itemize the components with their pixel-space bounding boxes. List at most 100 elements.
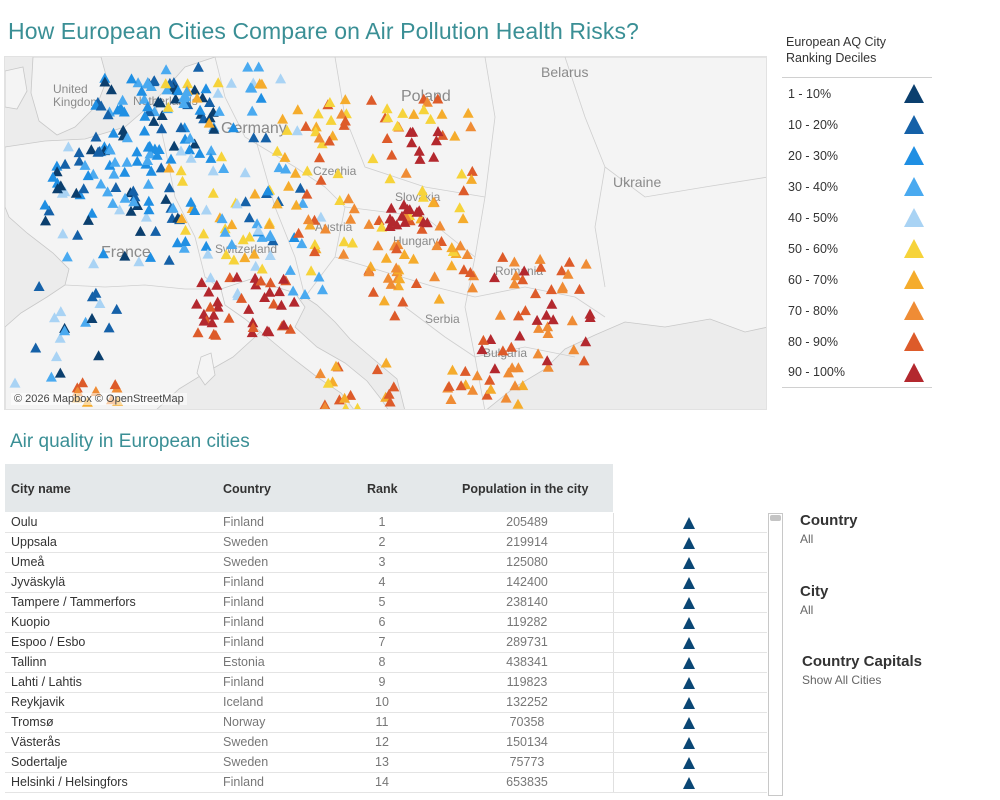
table-row[interactable]: Uppsala Sweden 2 219914: [5, 533, 767, 553]
city-marker-triangle[interactable]: [105, 84, 117, 95]
city-marker-triangle[interactable]: [185, 152, 197, 163]
map-attribution[interactable]: © 2026 Mapbox © OpenStreetMap: [11, 393, 187, 405]
city-marker-triangle[interactable]: [243, 212, 255, 223]
city-marker-triangle[interactable]: [334, 195, 346, 205]
city-marker-triangle[interactable]: [465, 121, 477, 132]
city-marker-triangle[interactable]: [163, 162, 175, 173]
city-marker-triangle[interactable]: [86, 313, 98, 323]
city-marker-triangle[interactable]: [408, 108, 420, 119]
city-marker-triangle[interactable]: [447, 364, 458, 375]
city-marker-triangle[interactable]: [512, 398, 524, 409]
city-marker-triangle[interactable]: [449, 130, 461, 141]
city-marker-triangle[interactable]: [436, 108, 448, 119]
city-marker-triangle[interactable]: [95, 178, 107, 189]
city-marker-triangle[interactable]: [153, 144, 165, 154]
city-marker-triangle[interactable]: [182, 78, 194, 89]
city-marker-triangle[interactable]: [489, 363, 501, 374]
city-marker-triangle[interactable]: [114, 204, 126, 215]
header-city-name[interactable]: City name: [11, 482, 71, 496]
city-marker-triangle[interactable]: [86, 207, 98, 218]
city-marker-triangle[interactable]: [263, 326, 275, 337]
table-row[interactable]: Tampere / Tammerfors Finland 5 238140: [5, 593, 767, 613]
city-marker-triangle[interactable]: [384, 173, 396, 184]
city-marker-triangle[interactable]: [315, 174, 327, 185]
city-marker-triangle[interactable]: [517, 380, 529, 391]
city-marker-triangle[interactable]: [280, 163, 292, 174]
city-marker-triangle[interactable]: [30, 342, 42, 353]
city-marker-triangle[interactable]: [305, 265, 317, 276]
city-marker-triangle[interactable]: [104, 159, 116, 170]
city-marker-triangle[interactable]: [85, 144, 97, 155]
city-marker-triangle[interactable]: [176, 213, 188, 224]
city-marker-triangle[interactable]: [161, 84, 173, 95]
city-marker-triangle[interactable]: [263, 218, 275, 229]
table-row[interactable]: Tallinn Estonia 8 438341: [5, 653, 767, 673]
city-marker-triangle[interactable]: [47, 171, 59, 182]
city-marker-triangle[interactable]: [127, 185, 139, 196]
city-marker-triangle[interactable]: [291, 125, 303, 136]
city-marker-triangle[interactable]: [227, 122, 239, 133]
city-marker-triangle[interactable]: [319, 223, 331, 234]
city-marker-triangle[interactable]: [385, 278, 397, 289]
city-marker-triangle[interactable]: [165, 153, 177, 164]
city-marker-triangle[interactable]: [133, 256, 145, 267]
city-marker-triangle[interactable]: [391, 120, 403, 131]
city-marker-triangle[interactable]: [322, 377, 334, 388]
city-marker-triangle[interactable]: [371, 364, 383, 375]
city-marker-triangle[interactable]: [268, 298, 280, 309]
city-marker-triangle[interactable]: [33, 281, 45, 291]
city-marker-triangle[interactable]: [172, 85, 184, 96]
city-marker-triangle[interactable]: [88, 258, 100, 269]
city-marker-triangle[interactable]: [103, 322, 115, 333]
city-marker-triangle[interactable]: [251, 218, 263, 229]
city-marker-triangle[interactable]: [189, 138, 201, 149]
city-marker-triangle[interactable]: [97, 248, 109, 259]
city-marker-triangle[interactable]: [198, 315, 210, 326]
city-marker-triangle[interactable]: [9, 377, 21, 388]
city-marker-triangle[interactable]: [203, 117, 215, 128]
city-marker-triangle[interactable]: [467, 282, 478, 293]
city-marker-triangle[interactable]: [310, 121, 322, 132]
city-marker-triangle[interactable]: [204, 97, 216, 107]
city-marker-triangle[interactable]: [175, 122, 187, 133]
city-marker-triangle[interactable]: [205, 145, 217, 156]
city-marker-triangle[interactable]: [102, 109, 114, 120]
city-marker-triangle[interactable]: [224, 272, 236, 283]
city-marker-triangle[interactable]: [366, 94, 377, 105]
city-marker-triangle[interactable]: [160, 193, 172, 204]
city-marker-triangle[interactable]: [139, 125, 150, 136]
city-marker-triangle[interactable]: [256, 263, 268, 274]
table-row[interactable]: Lahti / Lahtis Finland 9 119823: [5, 673, 767, 693]
city-marker-triangle[interactable]: [250, 260, 262, 271]
city-marker-triangle[interactable]: [545, 284, 557, 295]
city-marker-triangle[interactable]: [205, 152, 217, 163]
table-row[interactable]: Helsinki / Helsingfors Finland 14 653835: [5, 773, 767, 793]
city-marker-triangle[interactable]: [299, 289, 311, 299]
city-marker-triangle[interactable]: [407, 126, 419, 137]
city-marker-triangle[interactable]: [51, 166, 63, 177]
city-marker-triangle[interactable]: [211, 279, 223, 290]
city-marker-triangle[interactable]: [434, 220, 446, 231]
city-marker-triangle[interactable]: [223, 312, 235, 323]
city-marker-triangle[interactable]: [171, 237, 183, 248]
city-marker-triangle[interactable]: [535, 261, 547, 272]
city-marker-triangle[interactable]: [324, 97, 336, 107]
city-marker-triangle[interactable]: [519, 305, 531, 316]
city-marker-triangle[interactable]: [178, 98, 190, 108]
city-marker-triangle[interactable]: [343, 193, 354, 204]
city-marker-triangle[interactable]: [243, 303, 255, 314]
city-marker-triangle[interactable]: [192, 61, 204, 72]
city-marker-triangle[interactable]: [302, 214, 314, 225]
city-marker-triangle[interactable]: [384, 396, 396, 407]
city-marker-triangle[interactable]: [189, 84, 201, 95]
city-marker-triangle[interactable]: [454, 202, 466, 213]
legend-item[interactable]: 10 - 20%: [782, 109, 932, 140]
city-marker-triangle[interactable]: [382, 112, 394, 123]
city-marker-triangle[interactable]: [194, 147, 206, 158]
city-marker-triangle[interactable]: [191, 298, 203, 309]
city-marker-triangle[interactable]: [151, 149, 163, 160]
city-marker-triangle[interactable]: [194, 104, 206, 115]
city-marker-triangle[interactable]: [264, 250, 276, 260]
city-marker-triangle[interactable]: [142, 141, 154, 152]
city-marker-triangle[interactable]: [481, 389, 493, 400]
